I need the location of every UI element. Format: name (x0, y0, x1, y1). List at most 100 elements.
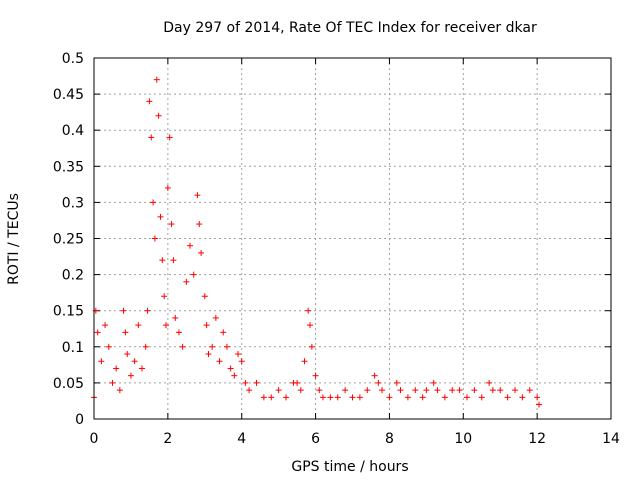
data-point (105, 343, 112, 350)
x-tick-label: 4 (237, 431, 246, 447)
data-point (122, 329, 129, 336)
data-point (456, 387, 463, 394)
data-point (246, 387, 253, 394)
data-point (268, 394, 275, 401)
data-point (166, 134, 173, 141)
data-point (449, 387, 456, 394)
data-point (168, 221, 175, 228)
y-tick-label: 0.5 (62, 51, 84, 67)
y-tick-label: 0.4 (62, 123, 84, 139)
x-tick-label: 12 (528, 431, 546, 447)
data-point (159, 257, 166, 264)
data-point (190, 271, 197, 278)
data-point (157, 213, 164, 220)
data-point (135, 322, 142, 329)
x-tick-label: 14 (602, 431, 620, 447)
data-point (327, 394, 334, 401)
x-tick-label: 10 (454, 431, 472, 447)
y-tick-label: 0.45 (53, 87, 84, 103)
data-point (489, 387, 496, 394)
plot-frame (93, 57, 612, 420)
data-point (463, 394, 470, 401)
data-point (283, 394, 290, 401)
data-point (371, 372, 378, 379)
data-point (209, 343, 216, 350)
data-point (163, 322, 170, 329)
x-axis-label: GPS time / hours (291, 459, 408, 475)
data-point (131, 358, 138, 365)
data-point (519, 394, 526, 401)
data-point (155, 112, 162, 119)
x-tick-label: 6 (311, 431, 320, 447)
data-point (301, 358, 308, 365)
chart-title: Day 297 of 2014, Rate Of TEC Index for r… (163, 20, 537, 36)
data-point (161, 293, 168, 300)
data-point (497, 387, 504, 394)
data-point (511, 387, 518, 394)
data-point (220, 329, 227, 336)
data-point (535, 401, 542, 408)
data-point (102, 322, 109, 329)
data-point (393, 379, 400, 386)
x-tick-label: 0 (90, 431, 99, 447)
data-point (187, 242, 194, 249)
data-point (175, 329, 182, 336)
data-point (120, 307, 127, 314)
data-point (526, 387, 533, 394)
y-tick-label: 0 (75, 412, 84, 428)
grid (94, 58, 611, 419)
data-point (109, 379, 116, 386)
data-point (294, 379, 301, 386)
data-point (216, 358, 223, 365)
data-point (478, 394, 485, 401)
data-point (94, 329, 101, 336)
data-point (441, 394, 448, 401)
axis-ticks: 0 2 4 6 8 10 12 14 0 0.05 0.1 0.15 0.2 0.25 0.3 0.35 0.4… (53, 51, 620, 447)
data-point (305, 307, 312, 314)
data-point (164, 184, 171, 191)
y-tick-label: 0.05 (53, 376, 84, 392)
data-point (196, 221, 203, 228)
data-point (297, 387, 304, 394)
data-point (319, 394, 326, 401)
data-point (205, 351, 212, 358)
x-tick-label: 2 (163, 431, 172, 447)
data-point (334, 394, 341, 401)
data-point (375, 379, 382, 386)
data-point (242, 379, 249, 386)
data-point (260, 394, 267, 401)
data-point (534, 394, 541, 401)
data-point (504, 394, 511, 401)
data-point (198, 249, 205, 256)
data-points (91, 76, 542, 408)
data-point (275, 387, 282, 394)
data-point (404, 394, 411, 401)
data-point (142, 343, 149, 350)
data-point (150, 199, 157, 206)
data-point (194, 192, 201, 199)
x-tick-label: 8 (385, 431, 394, 447)
data-point (397, 387, 404, 394)
data-point (151, 235, 158, 242)
y-tick-label: 0.3 (62, 195, 84, 211)
data-point (316, 387, 323, 394)
data-point (223, 343, 230, 350)
data-point (419, 394, 426, 401)
data-point (307, 322, 314, 329)
data-point (231, 372, 238, 379)
data-point (434, 387, 441, 394)
data-point (116, 387, 123, 394)
data-point (423, 387, 430, 394)
data-point (212, 314, 219, 321)
data-point (238, 358, 245, 365)
data-point (153, 76, 160, 83)
y-tick-label: 0.15 (53, 304, 84, 320)
data-point (471, 387, 478, 394)
data-point (379, 387, 386, 394)
data-point (486, 379, 493, 386)
data-point (148, 134, 155, 141)
data-point (253, 379, 260, 386)
data-point (430, 379, 437, 386)
data-point (308, 343, 315, 350)
